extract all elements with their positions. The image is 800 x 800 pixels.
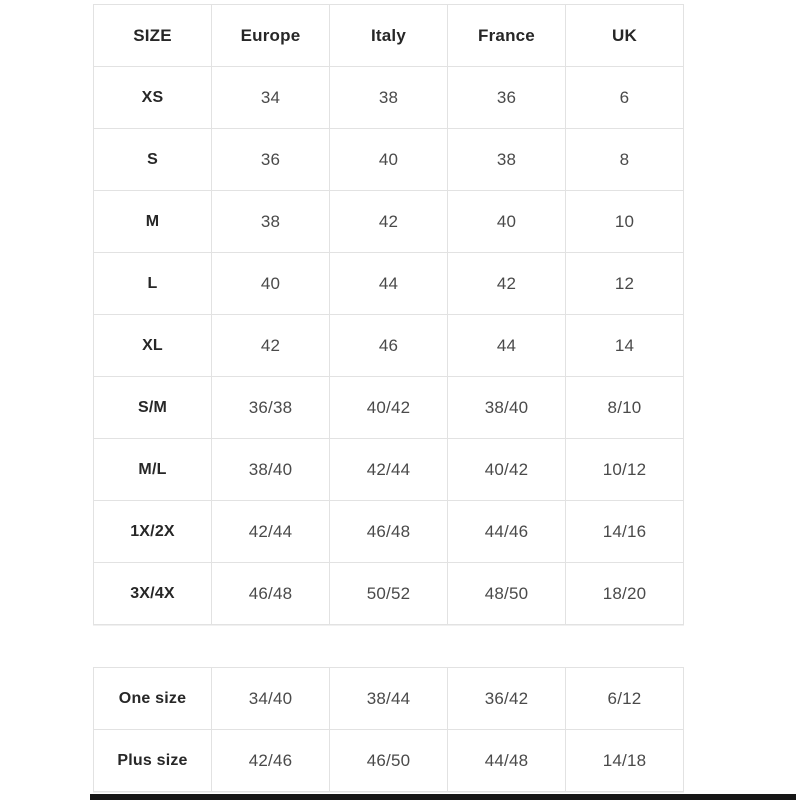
italy-value: 44 (329, 252, 448, 315)
france-value: 44/46 (447, 500, 566, 563)
france-value: 44 (447, 314, 566, 377)
uk-value: 18/20 (565, 562, 684, 625)
table-row-one-size: One size 34/40 38/44 36/42 6/12 (93, 667, 684, 730)
france-value: 40 (447, 190, 566, 253)
france-value: 36 (447, 66, 566, 129)
europe-value: 38/40 (211, 438, 330, 501)
europe-value: 42/46 (211, 729, 330, 792)
italy-value: 46 (329, 314, 448, 377)
table-row-ml: M/L 38/40 42/44 40/42 10/12 (93, 438, 684, 501)
france-value: 42 (447, 252, 566, 315)
uk-value: 14/18 (565, 729, 684, 792)
uk-value: 6 (565, 66, 684, 129)
europe-value: 46/48 (211, 562, 330, 625)
table-row-1x2x: 1X/2X 42/44 46/48 44/46 14/16 (93, 500, 684, 563)
table-row-xl: XL 42 46 44 14 (93, 314, 684, 377)
column-header-italy: Italy (329, 4, 448, 67)
uk-value: 8 (565, 128, 684, 191)
uk-value: 10/12 (565, 438, 684, 501)
uk-value: 14 (565, 314, 684, 377)
column-header-france: France (447, 4, 566, 67)
europe-value: 34/40 (211, 667, 330, 730)
italy-value: 50/52 (329, 562, 448, 625)
france-value: 38/40 (447, 376, 566, 439)
table-row-s: S 36 40 38 8 (93, 128, 684, 191)
size-label: M/L (93, 438, 212, 501)
uk-value: 6/12 (565, 667, 684, 730)
size-label: Plus size (93, 729, 212, 792)
table-row-xs: XS 34 38 36 6 (93, 66, 684, 129)
france-value: 44/48 (447, 729, 566, 792)
column-header-size: SIZE (93, 4, 212, 67)
europe-value: 42/44 (211, 500, 330, 563)
italy-value: 46/48 (329, 500, 448, 563)
size-label: XL (93, 314, 212, 377)
italy-value: 40/42 (329, 376, 448, 439)
italy-value: 38/44 (329, 667, 448, 730)
table-row-plus-size: Plus size 42/46 46/50 44/48 14/18 (93, 729, 684, 792)
header-row: SIZE Europe Italy France UK (93, 4, 684, 67)
table-row-sm: S/M 36/38 40/42 38/40 8/10 (93, 376, 684, 439)
uk-value: 12 (565, 252, 684, 315)
size-label: XS (93, 66, 212, 129)
europe-value: 34 (211, 66, 330, 129)
size-label: L (93, 252, 212, 315)
special-sizes-table: One size 34/40 38/44 36/42 6/12 Plus siz… (93, 667, 684, 792)
size-label: S/M (93, 376, 212, 439)
size-label: M (93, 190, 212, 253)
uk-value: 14/16 (565, 500, 684, 563)
column-header-europe: Europe (211, 4, 330, 67)
europe-value: 36 (211, 128, 330, 191)
italy-value: 46/50 (329, 729, 448, 792)
italy-value: 42 (329, 190, 448, 253)
italy-value: 38 (329, 66, 448, 129)
france-value: 38 (447, 128, 566, 191)
uk-value: 8/10 (565, 376, 684, 439)
france-value: 40/42 (447, 438, 566, 501)
italy-value: 40 (329, 128, 448, 191)
size-label: 3X/4X (93, 562, 212, 625)
table-row-l: L 40 44 42 12 (93, 252, 684, 315)
europe-value: 40 (211, 252, 330, 315)
france-value: 36/42 (447, 667, 566, 730)
size-conversion-table: SIZE Europe Italy France UK XS 34 38 36 … (93, 4, 684, 625)
europe-value: 42 (211, 314, 330, 377)
italy-value: 42/44 (329, 438, 448, 501)
uk-value: 10 (565, 190, 684, 253)
column-header-uk: UK (565, 4, 684, 67)
size-label: One size (93, 667, 212, 730)
size-label: 1X/2X (93, 500, 212, 563)
table-row-m: M 38 42 40 10 (93, 190, 684, 253)
cropped-footer-bar (90, 794, 796, 800)
france-value: 48/50 (447, 562, 566, 625)
table-row-3x4x: 3X/4X 46/48 50/52 48/50 18/20 (93, 562, 684, 625)
size-label: S (93, 128, 212, 191)
europe-value: 36/38 (211, 376, 330, 439)
europe-value: 38 (211, 190, 330, 253)
